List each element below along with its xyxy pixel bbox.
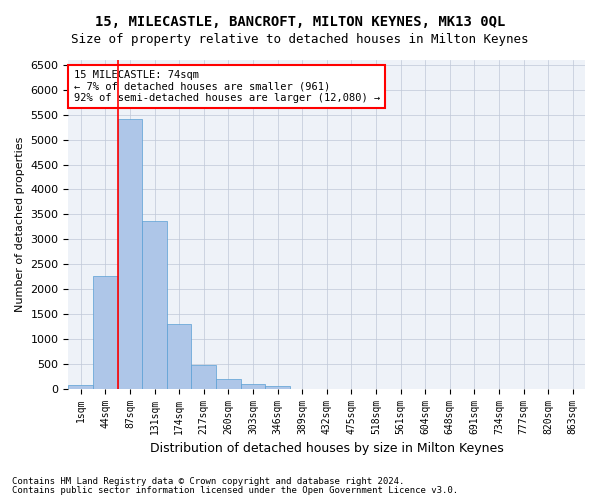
Text: Contains public sector information licensed under the Open Government Licence v3: Contains public sector information licen…	[12, 486, 458, 495]
Y-axis label: Number of detached properties: Number of detached properties	[15, 136, 25, 312]
Bar	[216, 379, 241, 388]
Bar	[93, 276, 118, 388]
Text: Contains HM Land Registry data © Crown copyright and database right 2024.: Contains HM Land Registry data © Crown c…	[12, 477, 404, 486]
Bar	[118, 119, 142, 388]
Bar	[68, 385, 93, 388]
Text: 15, MILECASTLE, BANCROFT, MILTON KEYNES, MK13 0QL: 15, MILECASTLE, BANCROFT, MILTON KEYNES,…	[95, 15, 505, 29]
X-axis label: Distribution of detached houses by size in Milton Keynes: Distribution of detached houses by size …	[150, 442, 503, 455]
Bar	[265, 386, 290, 388]
Text: Size of property relative to detached houses in Milton Keynes: Size of property relative to detached ho…	[71, 32, 529, 46]
Bar	[191, 365, 216, 388]
Bar	[167, 324, 191, 388]
Bar	[241, 384, 265, 388]
Bar	[142, 222, 167, 388]
Text: 15 MILECASTLE: 74sqm
← 7% of detached houses are smaller (961)
92% of semi-detac: 15 MILECASTLE: 74sqm ← 7% of detached ho…	[74, 70, 380, 103]
